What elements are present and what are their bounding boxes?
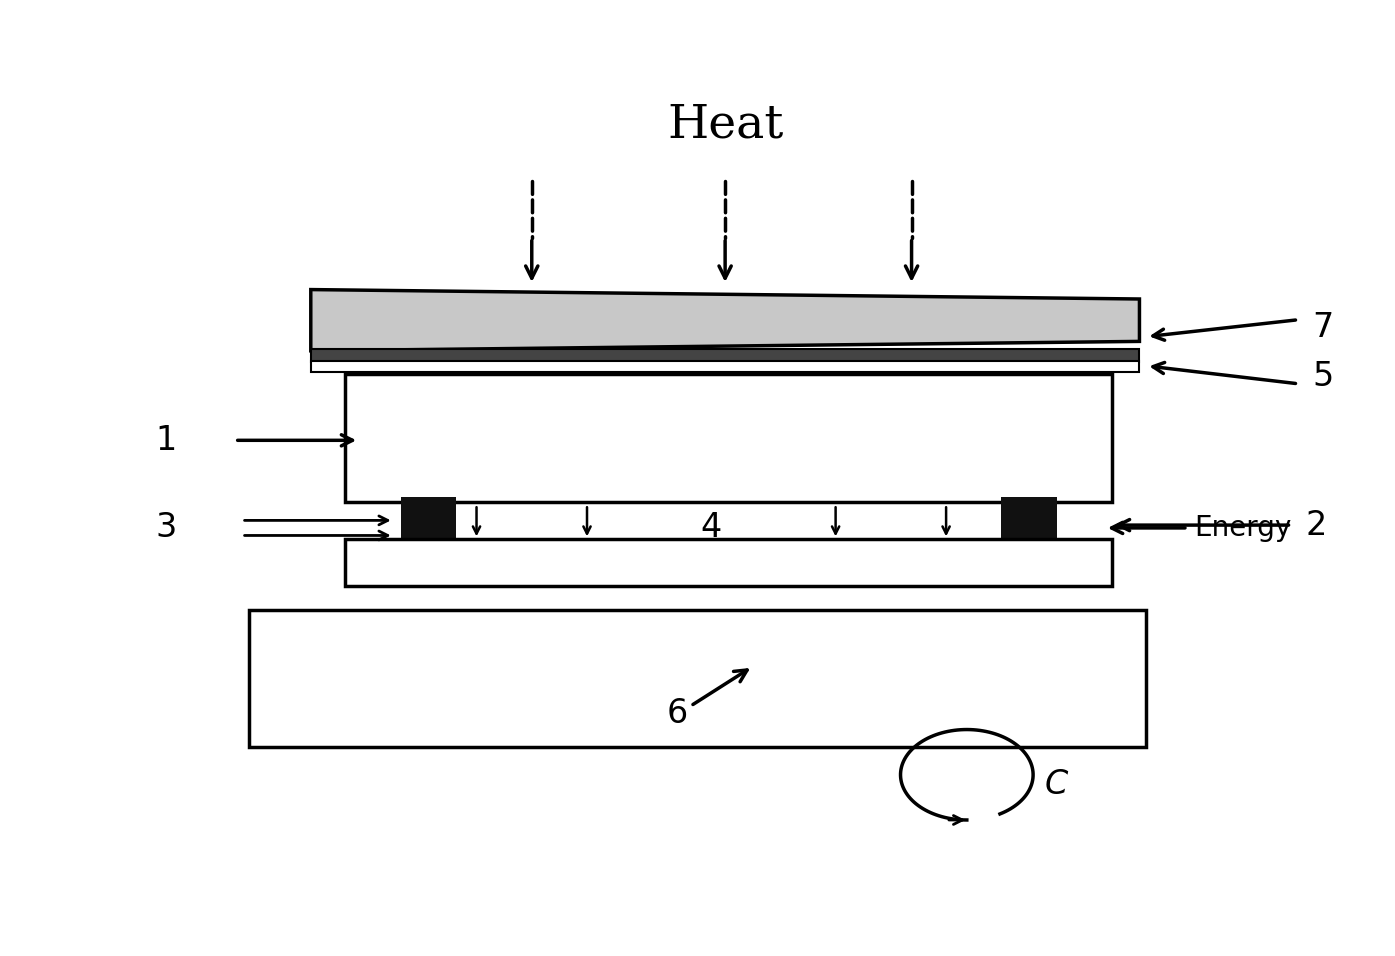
Bar (311, 349, 1140, 362)
Text: C: C (1045, 768, 1069, 801)
Text: 3: 3 (155, 511, 176, 544)
Text: 1: 1 (155, 424, 176, 457)
Polygon shape (311, 290, 1140, 351)
Bar (248, 610, 1147, 747)
Bar (311, 361, 1140, 373)
Text: Heat: Heat (667, 102, 784, 147)
Bar (346, 375, 1112, 502)
Bar (400, 497, 456, 544)
Text: 4: 4 (700, 511, 723, 544)
Text: 6: 6 (667, 697, 688, 730)
Text: Energy: Energy (1194, 514, 1292, 542)
Text: 5: 5 (1313, 359, 1334, 393)
Bar (346, 539, 1112, 586)
Text: 7: 7 (1313, 311, 1334, 344)
Bar (1002, 497, 1056, 544)
Text: 2: 2 (1306, 509, 1327, 542)
